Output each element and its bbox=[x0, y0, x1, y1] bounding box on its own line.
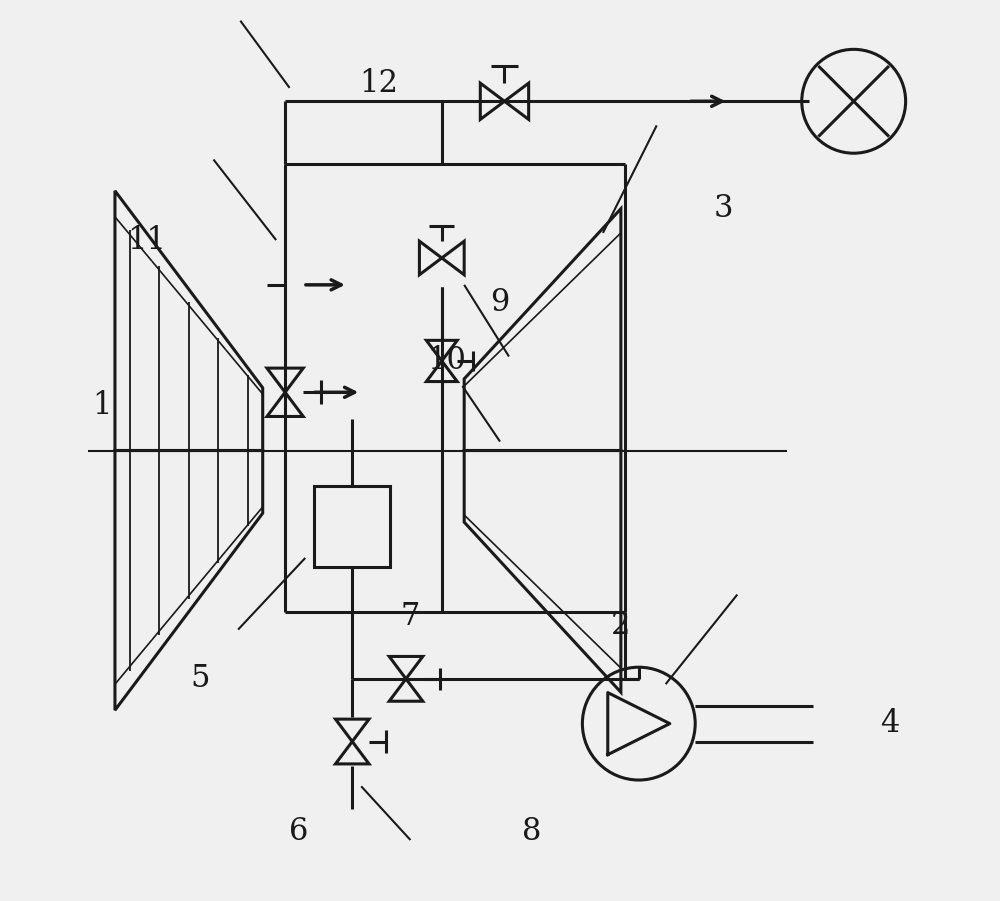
Text: 8: 8 bbox=[522, 815, 541, 847]
Text: 2: 2 bbox=[611, 610, 631, 641]
Text: 12: 12 bbox=[360, 68, 399, 99]
Text: 6: 6 bbox=[289, 815, 308, 847]
Text: 1: 1 bbox=[92, 390, 111, 422]
Text: 5: 5 bbox=[190, 663, 210, 695]
Bar bbox=[314, 487, 390, 567]
Text: 3: 3 bbox=[714, 193, 734, 224]
Text: 10: 10 bbox=[427, 345, 466, 377]
Text: 9: 9 bbox=[490, 287, 510, 318]
Text: 4: 4 bbox=[880, 708, 899, 739]
Text: 11: 11 bbox=[127, 224, 166, 256]
Text: 7: 7 bbox=[401, 601, 420, 632]
